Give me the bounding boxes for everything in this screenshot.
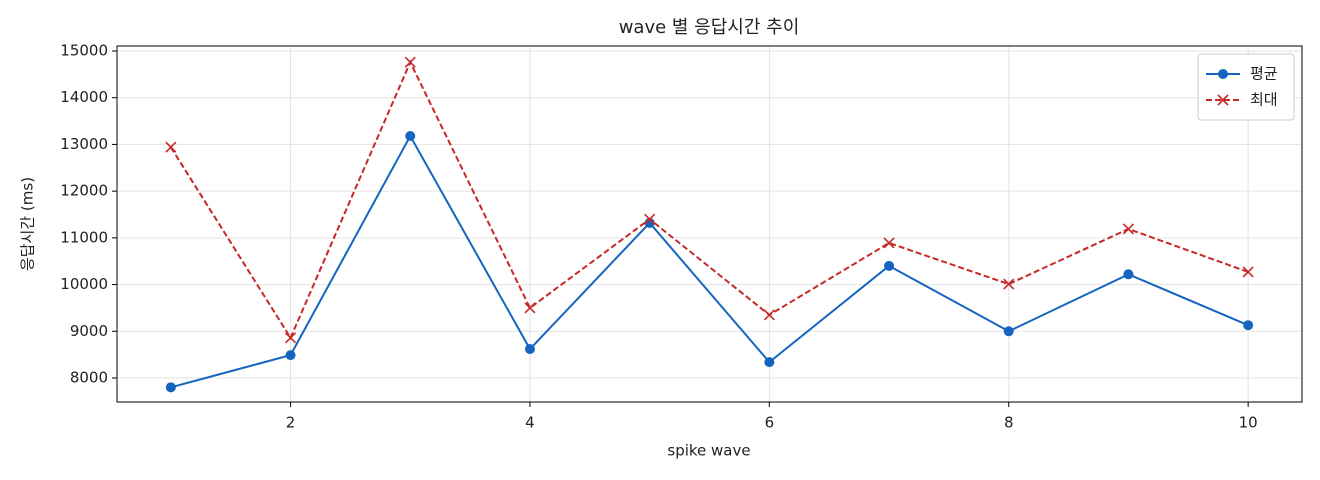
legend-label: 최대 bbox=[1250, 91, 1278, 109]
y-tick-label: 10000 bbox=[60, 275, 108, 293]
y-tick-label: 8000 bbox=[70, 368, 108, 386]
data-point bbox=[763, 309, 775, 321]
x-tick-label: 8 bbox=[1004, 414, 1014, 432]
data-point bbox=[1243, 320, 1254, 331]
x-tick-label: 4 bbox=[525, 414, 535, 432]
data-point bbox=[284, 332, 297, 344]
data-point bbox=[764, 357, 775, 368]
legend-marker bbox=[1218, 69, 1228, 79]
data-point bbox=[404, 56, 416, 68]
x-tick-label: 2 bbox=[286, 414, 296, 432]
y-tick-label: 15000 bbox=[60, 41, 108, 59]
y-axis-label: 응답시간 (ms) bbox=[19, 177, 37, 271]
data-point bbox=[165, 382, 176, 393]
data-point bbox=[524, 302, 536, 314]
data-point bbox=[1123, 269, 1134, 280]
series-line bbox=[170, 133, 1249, 389]
y-tick-label: 13000 bbox=[60, 135, 108, 153]
y-tick-label: 14000 bbox=[60, 88, 108, 106]
plot-frame bbox=[116, 45, 1303, 403]
series-line bbox=[170, 59, 1249, 340]
data-point bbox=[644, 213, 656, 225]
data-point bbox=[1003, 278, 1015, 290]
data-point bbox=[1242, 266, 1254, 278]
data-point bbox=[524, 344, 535, 355]
legend-box bbox=[1197, 53, 1295, 121]
legend-label: 평균 bbox=[1250, 65, 1278, 83]
chart-title: wave 별 응답시간 추이 bbox=[619, 17, 800, 38]
data-point bbox=[165, 141, 177, 153]
legend-marker bbox=[1217, 94, 1229, 106]
data-point bbox=[883, 237, 895, 249]
y-tick-label: 9000 bbox=[70, 322, 108, 340]
data-point bbox=[285, 350, 296, 361]
x-axis-label: spike wave bbox=[667, 442, 750, 460]
y-tick-label: 11000 bbox=[60, 228, 108, 246]
data-point bbox=[1122, 223, 1135, 235]
x-tick-label: 6 bbox=[765, 414, 775, 432]
data-point bbox=[884, 260, 895, 271]
y-tick-label: 12000 bbox=[60, 182, 108, 200]
data-point bbox=[1003, 326, 1014, 337]
data-point bbox=[405, 131, 416, 142]
x-tick-label: 10 bbox=[1239, 414, 1258, 432]
